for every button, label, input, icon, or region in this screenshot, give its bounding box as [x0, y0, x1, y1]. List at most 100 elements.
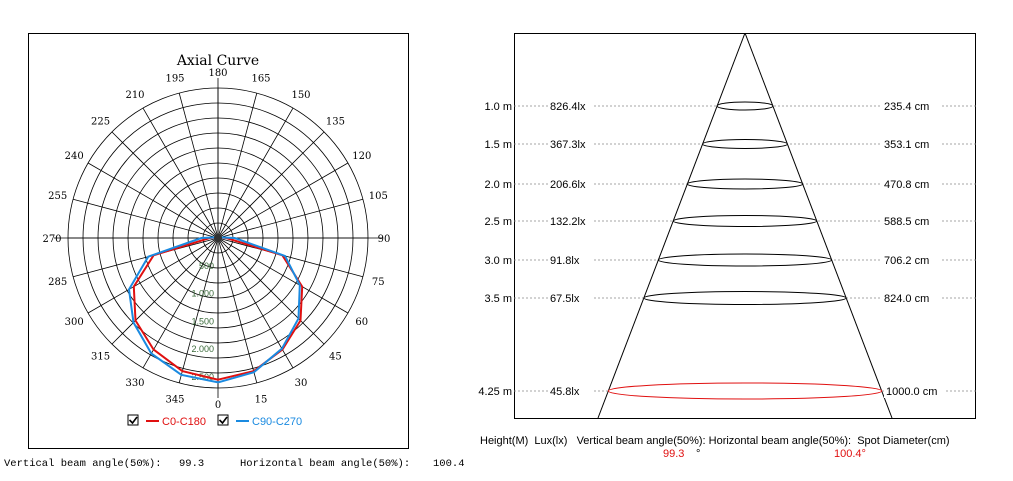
polar-spoke [217, 237, 364, 278]
diameter-label-bg [882, 177, 942, 191]
cone-height-labels: 1.0 m 1.5 m 2.0 m 2.5 m 3.0 m 3.5 m 4.25 m [478, 101, 512, 398]
cone-spot-ellipse [702, 139, 788, 149]
polar-angle-label: 105 [369, 191, 388, 202]
cone-spot-ellipse [716, 101, 774, 111]
polar-radial-label: 1.000 [191, 289, 214, 299]
height-value: 1.5 m [484, 139, 512, 151]
polar-angle-label: 15 [255, 394, 268, 405]
polar-angle-label: 285 [48, 277, 67, 288]
diameter-label-bg [882, 137, 942, 151]
polar-spoke [217, 237, 349, 314]
spot-diameter-value: 824.0 cm [884, 293, 929, 305]
polar-spoke [87, 237, 219, 314]
cone-diagram: 826.4lx 235.4 cm 367.3lx 353.1 cm 206.6lx 470… [514, 32, 976, 419]
cone-left-edge [597, 32, 746, 419]
check-icon [218, 416, 228, 425]
polar-angle-label: 0 [215, 400, 221, 411]
polar-spoke [217, 237, 294, 369]
polar-chart: Axial Curve 1801952102252402552702853003… [28, 33, 409, 449]
height-value: 2.5 m [484, 216, 512, 228]
lux-label-bg [548, 291, 594, 305]
polar-spoke [217, 107, 294, 239]
polar-angle-label: 60 [355, 317, 368, 328]
vertical-beam-angle-value: 99.3 [179, 458, 204, 470]
lux-label-bg [548, 177, 594, 191]
polar-angle-label: 300 [65, 317, 84, 328]
polar-angle-label: 225 [91, 117, 110, 128]
cone-spot-ellipse [607, 382, 883, 400]
polar-radial-label: 2.000 [191, 344, 214, 354]
polar-spoke [217, 162, 349, 239]
polar-angle-label: 135 [326, 117, 345, 128]
horizontal-beam-angle-value: 100.4 [433, 458, 465, 470]
polar-angle-label: 255 [48, 191, 67, 202]
lux-label-bg [548, 99, 594, 113]
legend-checkbox-c0[interactable] [127, 414, 139, 426]
polar-legend: C0-C180 C90-C270 [127, 414, 302, 428]
polar-spoke [217, 131, 325, 239]
polar-footer: Vertical beam angle(50%): 99.3 Horizonta… [4, 452, 474, 472]
height-value: 4.25 m [478, 386, 512, 398]
polar-angle-label: 120 [352, 151, 371, 162]
lux-label-bg [548, 253, 594, 267]
polar-spoke [111, 131, 219, 239]
polar-spoke [178, 237, 219, 384]
polar-angle-label: 75 [372, 277, 385, 288]
polar-radial-label: 1.500 [191, 316, 214, 326]
height-value: 3.5 m [484, 293, 512, 305]
polar-chart-panel: Axial Curve 180 195 210 225 240 255 270 285 300 3… [28, 33, 409, 449]
cone-spot-ellipse [672, 215, 818, 227]
diameter-label-bg [882, 291, 942, 305]
polar-spoke [87, 162, 219, 239]
diameter-label-bg [882, 214, 942, 228]
diameter-label-bg [884, 384, 944, 398]
spot-diameter-value: 235.4 cm [884, 101, 929, 113]
height-value: 3.0 m [484, 255, 512, 267]
polar-angle-label: 330 [125, 378, 144, 389]
cone-footer: Height(M) Lux(lx) Vertical beam angle(50… [480, 430, 1013, 470]
polar-spoke [72, 198, 219, 239]
diameter-label-bg [882, 99, 942, 113]
lux-label-bg [548, 384, 594, 398]
polar-spoke [111, 237, 219, 345]
lux-value: 367.3lx [550, 139, 586, 151]
polar-grid [54, 78, 382, 398]
vertical-beam-angle-label: Vertical beam angle(50%): [4, 458, 162, 470]
polar-spoke [72, 237, 219, 278]
polar-spoke [178, 92, 219, 239]
height-value: 2.0 m [484, 179, 512, 191]
legend-label-c90: C90-C270 [252, 416, 302, 428]
diameter-label-bg [882, 253, 942, 267]
polar-spoke [142, 107, 219, 239]
cone-spot-ellipse [643, 291, 847, 305]
horizontal-beam-angle-label: Horizontal beam angle(50%): [240, 458, 410, 470]
polar-angle-label: 195 [165, 74, 184, 85]
polar-spoke [217, 92, 258, 239]
cone-spot-ellipse [686, 178, 804, 190]
lux-value: 132.2lx [550, 216, 586, 228]
polar-radial-label: 500 [199, 261, 214, 271]
cone-spot-ellipse [657, 253, 833, 267]
cone-rows: 826.4lx 235.4 cm 367.3lx 353.1 cm 206.6lx 470… [514, 99, 976, 400]
polar-angle-label: 45 [329, 351, 342, 362]
polar-angle-label: 315 [91, 351, 110, 362]
cone-vertical-angle-value: 99.3 [663, 448, 684, 460]
polar-angle-label: 150 [291, 90, 310, 101]
polar-spoke [217, 237, 325, 345]
polar-angle-label: 345 [165, 394, 184, 405]
check-icon [128, 416, 138, 425]
legend-checkbox-c90[interactable] [217, 414, 229, 426]
polar-angle-label: 90 [378, 234, 391, 245]
spot-diameter-value: 706.2 cm [884, 255, 929, 267]
spot-diameter-value: 1000.0 cm [886, 386, 937, 398]
polar-angle-labels: 180 195 210 225 240 255 270 285 300 315 330 345 0 15 3… [42, 68, 390, 411]
polar-angle-label: 30 [295, 378, 308, 389]
polar-angle-label: 240 [65, 151, 84, 162]
cone-horizontal-angle-value: 100.4° [834, 448, 866, 460]
lux-value: 826.4lx [550, 101, 586, 113]
cone-diagram-panel: 826.4lx 235.4 cm 367.3lx 353.1 cm 206.6lx 470… [514, 32, 976, 419]
polar-title: Axial Curve [176, 53, 259, 69]
polar-angle-label: 180 [208, 68, 227, 79]
lux-value: 45.8lx [550, 386, 580, 398]
polar-series [127, 234, 304, 384]
